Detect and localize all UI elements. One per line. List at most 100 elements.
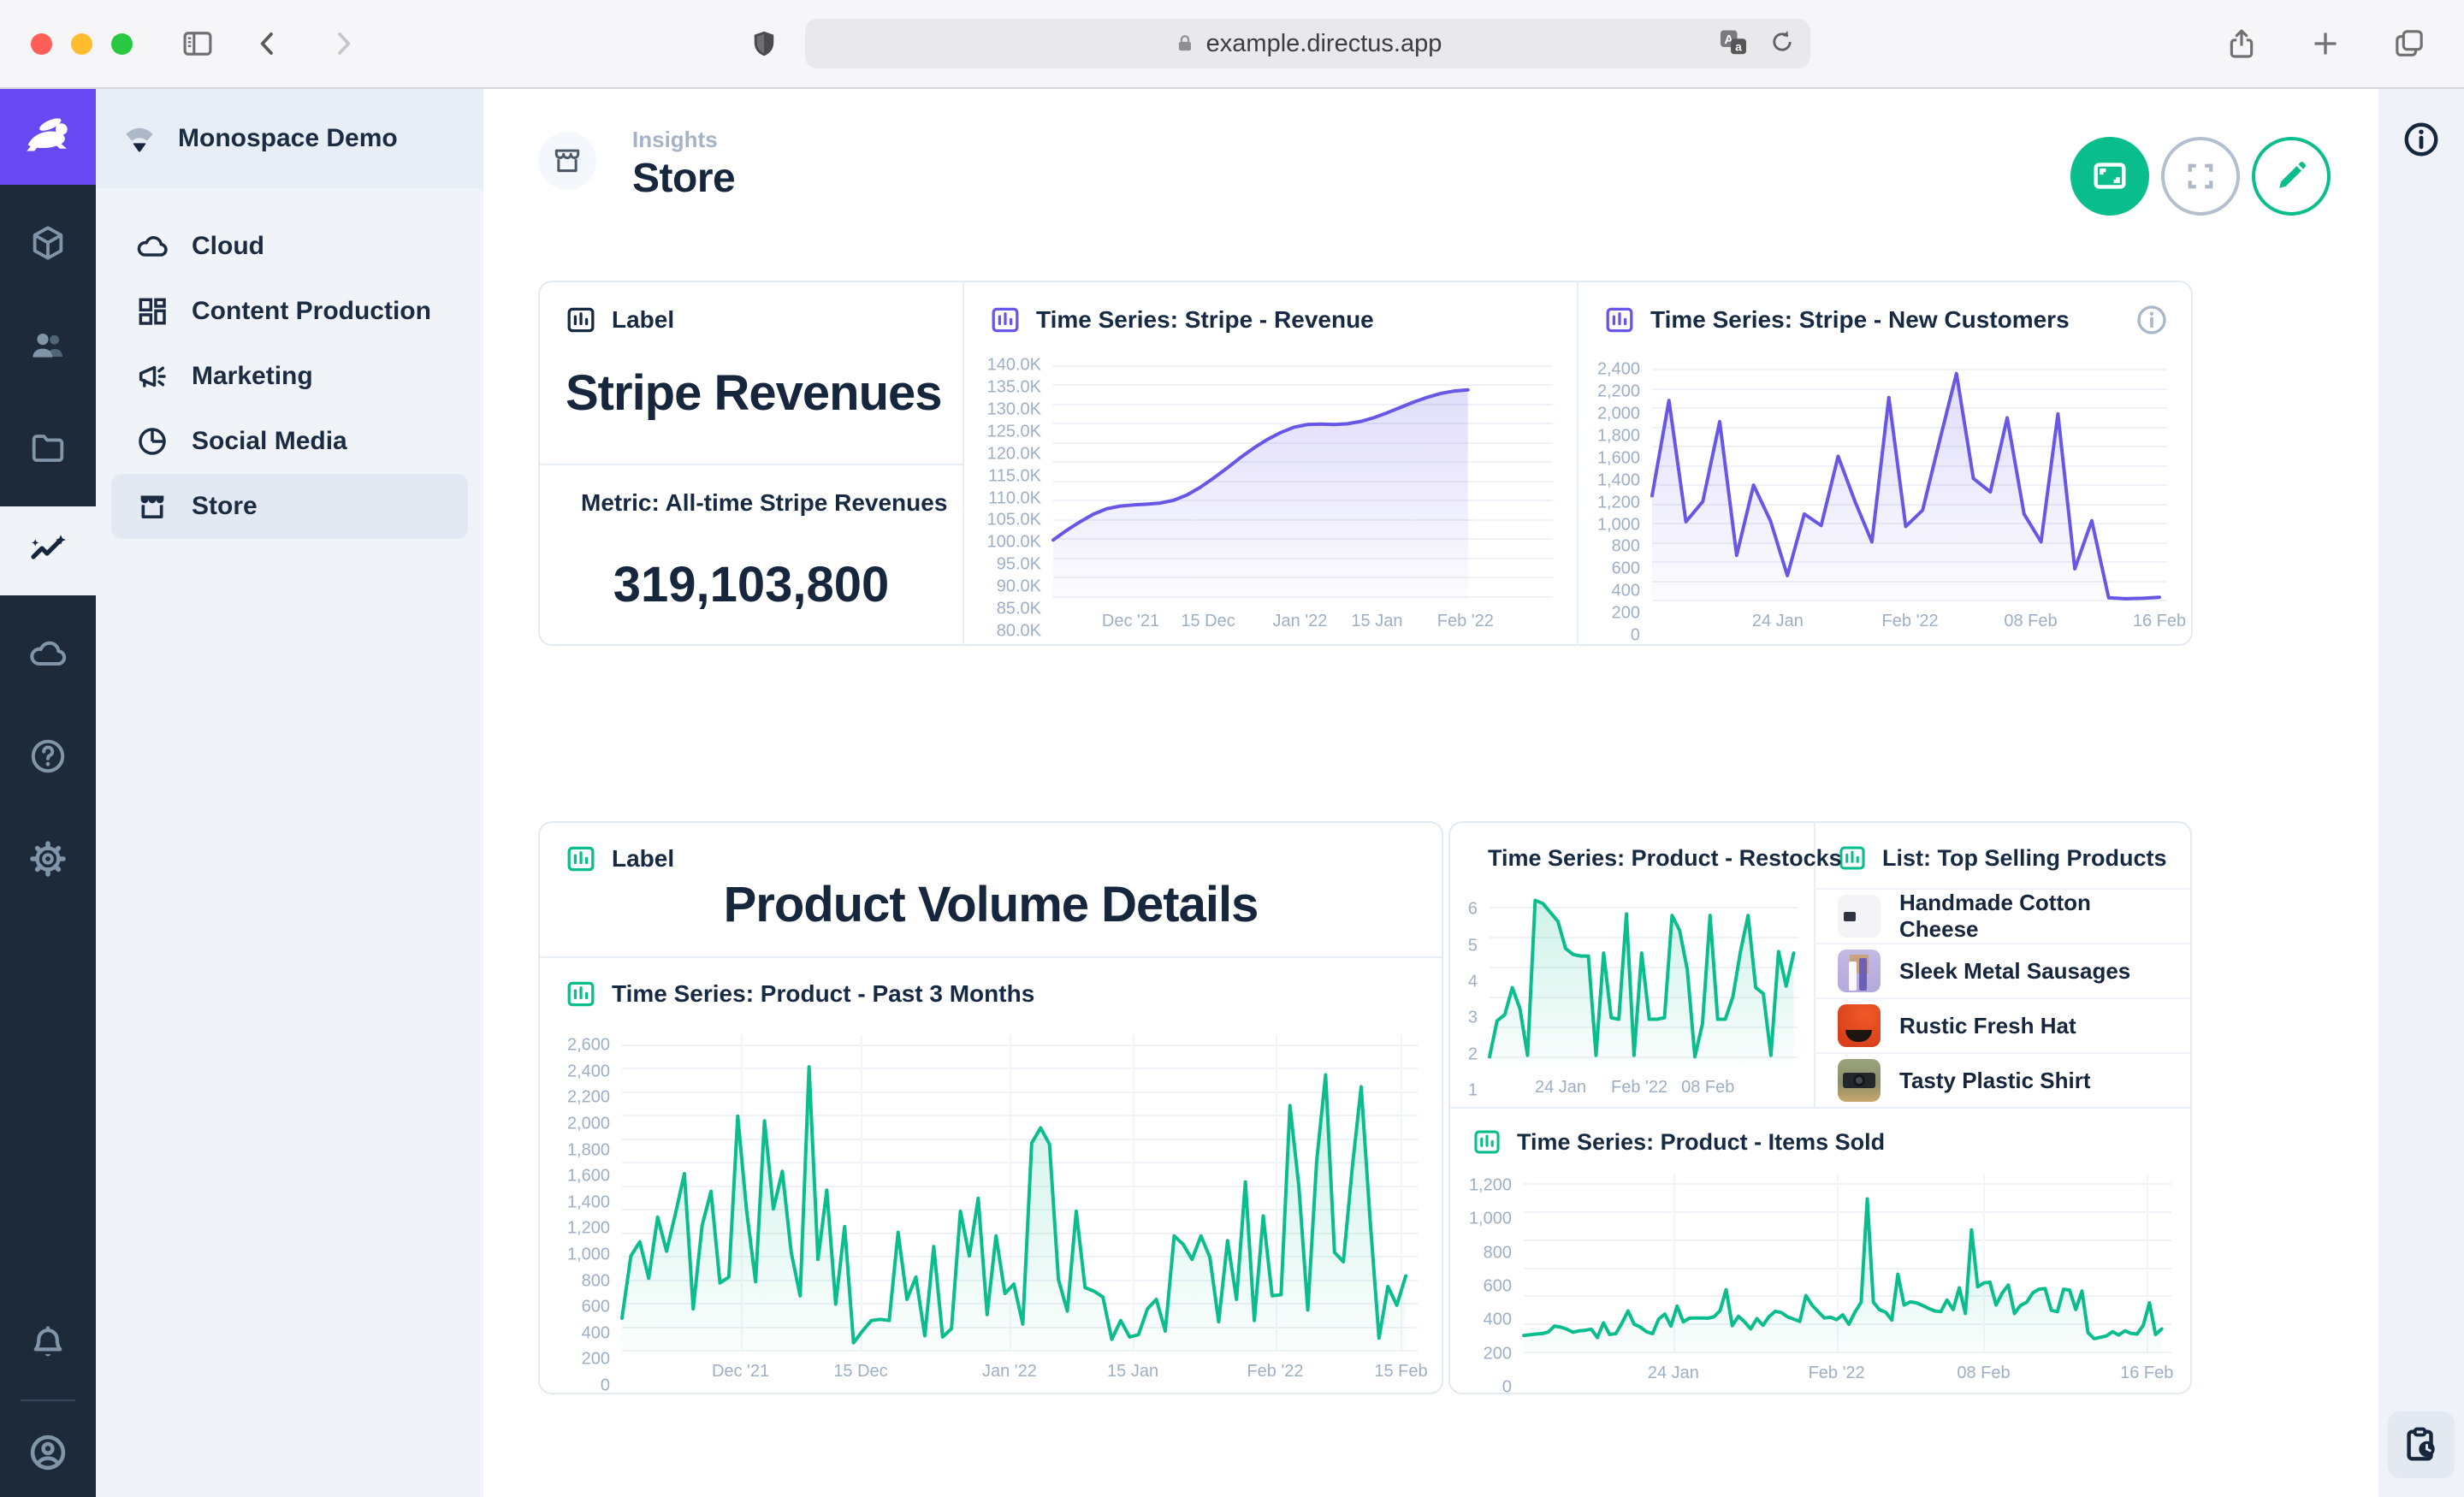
panel-label-stripe[interactable]: Label Stripe Revenues <box>540 282 962 465</box>
panel-title: Time Series: Product - Restocks <box>1488 845 1842 872</box>
list-item[interactable]: Sleek Metal Sausages <box>1815 943 2190 997</box>
user-menu-button[interactable] <box>0 1408 96 1497</box>
panel-label-product[interactable]: Label Product Volume Details <box>540 823 1442 958</box>
panel-title: List: Top Selling Products <box>1882 845 2167 872</box>
y-axis-tick: 600 <box>1612 559 1640 579</box>
dashboard-grid-icon <box>135 294 169 328</box>
x-axis-tick: Jan '22 <box>1273 612 1328 631</box>
panel-items-sold[interactable]: Time Series: Product - Items Sold 1,2001… <box>1450 1109 2190 1393</box>
y-axis-tick: 110.0K <box>988 488 1041 508</box>
nav-item-label: Social Media <box>192 427 347 456</box>
panel-chart-icon <box>1604 305 1635 335</box>
panel-product-volume[interactable]: Label Product Volume Details <box>538 821 1443 1394</box>
address-bar[interactable]: example.directus.app A a <box>805 19 1810 68</box>
forward-button[interactable] <box>319 20 367 68</box>
list-item[interactable]: Rustic Fresh Hat <box>1815 997 2190 1052</box>
x-axis-tick: 08 Feb <box>2004 612 2057 631</box>
nav-item-social-media[interactable]: Social Media <box>111 409 468 474</box>
x-axis-tick: Jan '22 <box>982 1362 1037 1382</box>
nav-item-cloud[interactable]: Cloud <box>111 214 468 279</box>
label-text: Stripe Revenues <box>566 364 937 422</box>
info-icon <box>2402 120 2441 159</box>
panel-past-3-months[interactable]: Time Series: Product - Past 3 Months 2,6… <box>540 958 1442 1393</box>
project-header[interactable]: Monospace Demo <box>96 89 483 188</box>
panel-stripe-revenue[interactable]: Time Series: Stripe - Revenue 140.0K135.… <box>964 282 1578 644</box>
panel-info-button[interactable] <box>2135 303 2169 341</box>
reload-button[interactable] <box>1768 27 1797 61</box>
x-axis-tick: Feb '22 <box>1882 612 1939 631</box>
minimize-window-button[interactable] <box>71 33 92 55</box>
users-icon <box>27 325 68 366</box>
dashboard: Label Stripe Revenues <box>483 281 2378 1394</box>
cloud-icon <box>27 633 68 674</box>
y-axis-tick: 2,200 <box>1597 382 1640 402</box>
sidebar-toggle-button[interactable] <box>174 20 222 68</box>
nav-item-content-production[interactable]: Content Production <box>111 279 468 344</box>
panel-title: Time Series: Product - Items Sold <box>1517 1129 1885 1156</box>
module-users[interactable] <box>0 301 96 390</box>
chart-line-svg <box>1652 361 2167 600</box>
list-item[interactable]: Handmade Cotton Cheese <box>1815 888 2190 943</box>
dashboard-right-group: Time Series: Product - Restocks 654321 2… <box>1448 821 2192 1394</box>
storefront-icon <box>135 489 169 524</box>
new-tab-button[interactable] <box>2301 20 2349 68</box>
user-circle-icon <box>27 1431 69 1474</box>
y-axis-tick: 1,600 <box>567 1167 610 1186</box>
fullscreen-button[interactable] <box>2161 137 2240 216</box>
tab-overview-button[interactable] <box>2385 20 2433 68</box>
lock-icon <box>1174 33 1196 55</box>
x-axis-tick: 08 Feb <box>1681 1078 1734 1098</box>
product-thumbnail <box>1838 1004 1881 1047</box>
module-insights-active[interactable] <box>0 506 96 595</box>
x-axis-tick: Feb '22 <box>1611 1078 1667 1098</box>
translate-button[interactable]: A a <box>1716 27 1750 62</box>
info-sidebar-button[interactable] <box>2402 120 2441 163</box>
y-axis-tick: 100.0K <box>987 533 1041 553</box>
y-axis-tick: 2 <box>1468 1044 1478 1064</box>
nav-item-store-active[interactable]: Store <box>111 474 468 539</box>
module-settings[interactable] <box>0 814 96 903</box>
activity-log-button[interactable] <box>2388 1411 2455 1478</box>
x-axis-tick: 16 Feb <box>2120 1364 2173 1383</box>
zoom-window-button[interactable] <box>111 33 133 55</box>
panel-chart-icon <box>566 979 596 1009</box>
module-help[interactable] <box>0 712 96 801</box>
sidebar-toggle-icon <box>180 26 216 62</box>
back-button[interactable] <box>244 20 292 68</box>
directus-logo[interactable] <box>0 89 96 185</box>
y-axis-tick: 2,000 <box>1597 405 1640 424</box>
nav-item-marketing[interactable]: Marketing <box>111 344 468 409</box>
x-axis-tick: 15 Dec <box>833 1362 887 1382</box>
module-bar <box>0 89 96 1497</box>
label-text: Product Volume Details <box>540 876 1442 933</box>
panel-metric-stripe[interactable]: Metric: All-time Stripe Revenues 319,103… <box>540 465 962 644</box>
module-cloud[interactable] <box>0 609 96 698</box>
module-files[interactable] <box>0 404 96 493</box>
y-axis-tick: 85.0K <box>997 599 1041 618</box>
window-controls <box>31 33 133 55</box>
screen: example.directus.app A a <box>0 0 2464 1497</box>
share-button[interactable] <box>2218 20 2266 68</box>
y-axis-tick: 140.0K <box>987 356 1041 376</box>
edit-dashboard-button[interactable] <box>2252 137 2331 216</box>
y-axis-tick: 1 <box>1468 1081 1478 1101</box>
present-mode-button[interactable] <box>2070 137 2149 216</box>
x-axis-tick: Dec '21 <box>1102 612 1159 631</box>
list-item[interactable]: Tasty Plastic Shirt <box>1815 1052 2190 1107</box>
panel-restocks[interactable]: Time Series: Product - Restocks 654321 2… <box>1450 823 1815 1107</box>
privacy-shield-button[interactable] <box>740 20 788 68</box>
y-axis-tick: 800 <box>1484 1243 1512 1263</box>
y-axis-tick: 80.0K <box>997 621 1041 641</box>
panel-chart-icon <box>566 305 596 335</box>
module-content[interactable] <box>0 198 96 287</box>
close-window-button[interactable] <box>31 33 52 55</box>
notifications-button[interactable] <box>0 1300 96 1389</box>
y-axis-tick: 0 <box>1631 626 1640 646</box>
panel-top-selling[interactable]: List: Top Selling Products Handmade Cott… <box>1815 823 2190 1107</box>
y-axis-tick: 2,000 <box>567 1115 610 1134</box>
main-content: Insights Store <box>483 89 2378 1497</box>
panel-new-customers[interactable]: Time Series: Stripe - New Customers 2,40… <box>1578 282 2191 644</box>
breadcrumb[interactable]: Insights <box>632 127 735 153</box>
page-icon[interactable] <box>538 132 596 190</box>
x-axis-tick: 15 Feb <box>1374 1362 1427 1382</box>
